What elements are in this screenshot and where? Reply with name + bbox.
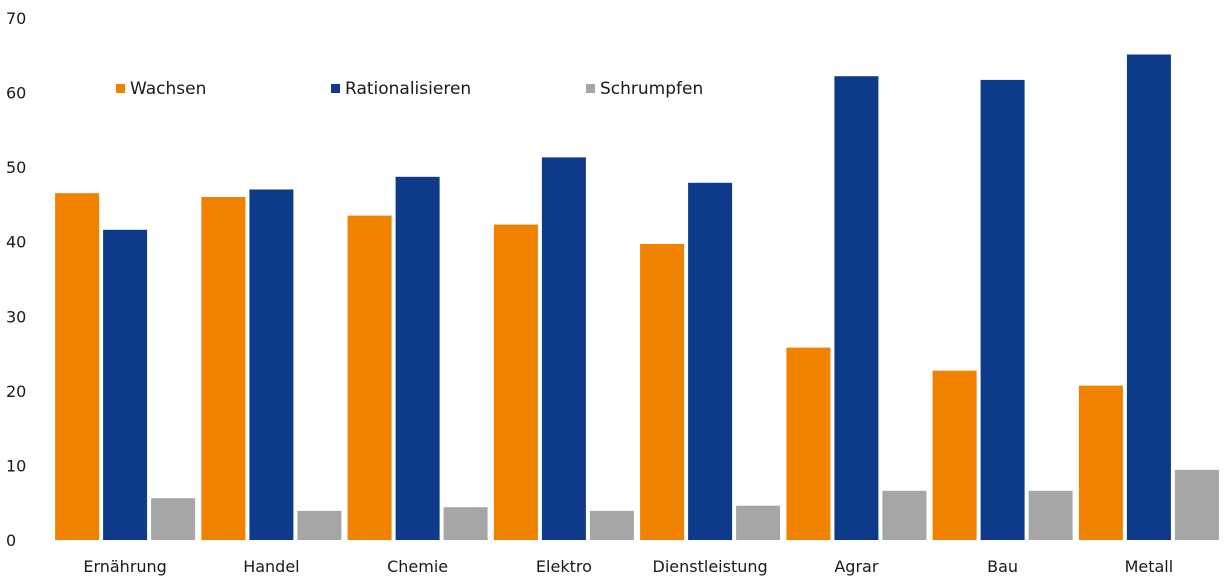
- bar-schrumpfen-6: [1028, 490, 1073, 540]
- bar-rationalisieren-7: [1126, 54, 1171, 540]
- x-category-label-2: Chemie: [387, 557, 448, 576]
- bar-wachsen-7: [1078, 385, 1123, 540]
- bar-rationalisieren-2: [395, 176, 440, 541]
- bar-rationalisieren-6: [980, 79, 1025, 541]
- bar-wachsen-1: [201, 197, 246, 540]
- bar-schrumpfen-7: [1174, 469, 1219, 540]
- legend-label-schrumpfen: Schrumpfen: [600, 79, 703, 99]
- legend: Wachsen Rationalisieren Schrumpfen: [116, 79, 703, 99]
- legend-swatch-schrumpfen: [586, 84, 595, 93]
- x-category-label-6: Bau: [987, 557, 1018, 576]
- bar-wachsen-5: [786, 347, 831, 540]
- legend-swatch-rationalisieren: [331, 84, 340, 93]
- legend-label-rationalisieren: Rationalisieren: [345, 79, 471, 99]
- x-category-label-3: Elektro: [536, 557, 592, 576]
- y-tick-label-0: 0: [6, 531, 16, 550]
- bar-schrumpfen-2: [443, 507, 488, 540]
- y-tick-label-20: 20: [6, 382, 26, 401]
- bar-rationalisieren-0: [103, 229, 148, 541]
- x-category-label-4: Dienstleistung: [653, 557, 768, 576]
- bar-rationalisieren-4: [688, 182, 733, 541]
- x-category-label-0: Ernährung: [83, 557, 167, 576]
- x-axis: Ernährung Handel Chemie Elektro Dienstleistu…: [83, 557, 1173, 576]
- legend-label-wachsen: Wachsen: [130, 79, 206, 99]
- bars: [55, 54, 1219, 541]
- bar-schrumpfen-4: [736, 505, 781, 540]
- x-category-label-7: Metall: [1125, 557, 1174, 576]
- legend-swatch-wachsen: [116, 84, 125, 93]
- x-category-label-5: Agrar: [834, 557, 878, 576]
- y-axis: 0 10 20 30 40 50 60 70: [6, 9, 26, 550]
- bar-wachsen-0: [55, 193, 100, 540]
- bar-wachsen-4: [640, 244, 685, 540]
- y-tick-label-40: 40: [6, 233, 26, 252]
- y-tick-label-60: 60: [6, 84, 26, 103]
- y-tick-label-50: 50: [6, 158, 26, 177]
- bar-schrumpfen-5: [882, 490, 927, 540]
- bar-wachsen-3: [493, 224, 538, 540]
- y-tick-label-70: 70: [6, 9, 26, 28]
- bar-wachsen-2: [347, 215, 392, 540]
- bar-schrumpfen-1: [297, 510, 342, 540]
- bar-schrumpfen-0: [151, 498, 196, 540]
- y-tick-label-30: 30: [6, 307, 26, 326]
- bar-rationalisieren-3: [541, 157, 586, 540]
- bar-schrumpfen-3: [589, 510, 634, 540]
- bar-rationalisieren-5: [834, 76, 879, 540]
- y-tick-label-10: 10: [6, 456, 26, 475]
- bar-rationalisieren-1: [249, 189, 294, 540]
- bar-wachsen-6: [932, 370, 977, 540]
- x-category-label-1: Handel: [243, 557, 299, 576]
